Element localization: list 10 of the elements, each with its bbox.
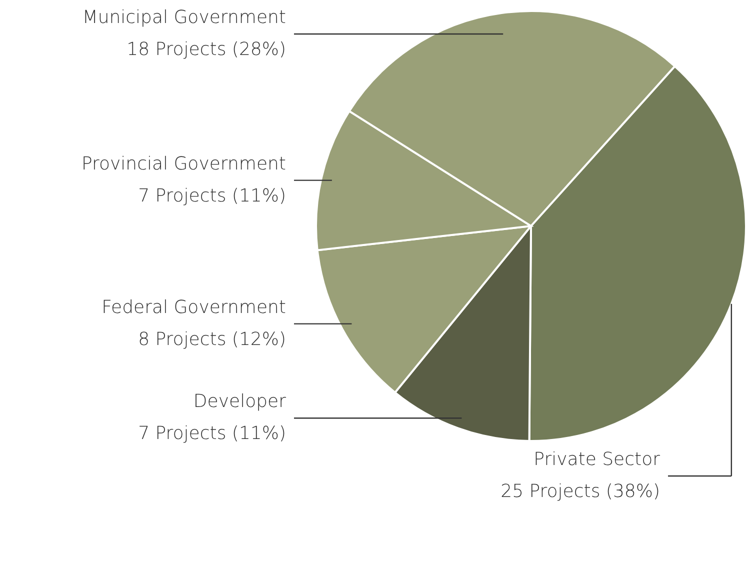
data-label: 7 Projects (11%) xyxy=(138,185,286,206)
slice-label: Private Sector xyxy=(534,449,661,470)
data-label: 18 Projects (28%) xyxy=(126,39,286,60)
data-label: 8 Projects (12%) xyxy=(138,328,286,350)
data-label: 25 Projects (38%) xyxy=(500,481,660,502)
slice-label: Provincial Government xyxy=(81,153,286,174)
slice-label: Developer xyxy=(193,391,287,412)
slice-label: Federal Government xyxy=(102,296,286,318)
slice-label: Municipal Government xyxy=(82,7,286,28)
data-label: 7 Projects (11%) xyxy=(138,423,286,444)
